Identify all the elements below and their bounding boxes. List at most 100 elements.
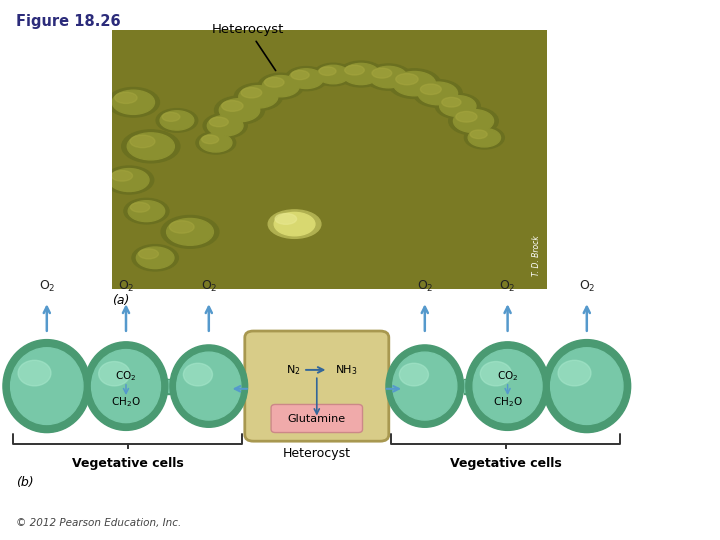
Ellipse shape (169, 221, 194, 233)
Ellipse shape (128, 201, 165, 221)
Ellipse shape (372, 68, 392, 78)
Ellipse shape (207, 116, 243, 136)
Ellipse shape (319, 67, 336, 76)
Text: O$_2$: O$_2$ (416, 279, 433, 294)
Ellipse shape (470, 130, 487, 139)
Ellipse shape (124, 198, 169, 224)
Ellipse shape (166, 219, 213, 245)
Ellipse shape (160, 111, 194, 130)
Text: Heterocyst: Heterocyst (283, 447, 351, 460)
Ellipse shape (222, 100, 243, 111)
Ellipse shape (202, 135, 219, 144)
Text: CO$_2$: CO$_2$ (115, 369, 137, 383)
Ellipse shape (468, 129, 500, 147)
Ellipse shape (338, 61, 384, 87)
Ellipse shape (275, 213, 297, 224)
Text: Figure 18.26: Figure 18.26 (16, 14, 120, 29)
Ellipse shape (370, 66, 408, 88)
Ellipse shape (258, 73, 304, 99)
Ellipse shape (386, 345, 464, 427)
Ellipse shape (184, 363, 212, 386)
Ellipse shape (442, 97, 461, 107)
Ellipse shape (203, 113, 247, 138)
Ellipse shape (436, 93, 480, 119)
Ellipse shape (365, 64, 412, 90)
Ellipse shape (104, 166, 154, 194)
Ellipse shape (114, 92, 137, 104)
Ellipse shape (196, 132, 235, 154)
Text: (a): (a) (112, 294, 129, 307)
Text: CH$_2$O: CH$_2$O (492, 395, 523, 409)
Ellipse shape (413, 79, 462, 107)
Bar (464, 380, 469, 392)
Bar (251, 379, 253, 394)
Ellipse shape (480, 361, 512, 386)
Ellipse shape (420, 84, 441, 94)
Ellipse shape (396, 73, 418, 85)
Ellipse shape (130, 202, 150, 212)
Ellipse shape (18, 360, 51, 386)
Ellipse shape (456, 111, 477, 122)
Ellipse shape (291, 70, 309, 79)
Ellipse shape (543, 340, 631, 433)
Ellipse shape (558, 360, 591, 386)
Bar (82, 379, 91, 394)
Ellipse shape (313, 63, 353, 86)
Ellipse shape (345, 65, 364, 75)
Text: Vegetative cells: Vegetative cells (72, 457, 184, 470)
Ellipse shape (440, 96, 476, 117)
Ellipse shape (449, 107, 498, 135)
Ellipse shape (268, 210, 321, 238)
Ellipse shape (99, 361, 130, 386)
Bar (251, 380, 253, 392)
Ellipse shape (132, 245, 179, 271)
Ellipse shape (112, 171, 132, 181)
Ellipse shape (239, 86, 278, 108)
Bar (381, 380, 382, 392)
Text: © 2012 Pearson Education, Inc.: © 2012 Pearson Education, Inc. (16, 518, 181, 528)
Ellipse shape (393, 71, 436, 96)
Ellipse shape (109, 168, 149, 192)
Ellipse shape (122, 130, 180, 163)
Ellipse shape (464, 126, 504, 149)
Text: CO$_2$: CO$_2$ (497, 369, 518, 383)
Ellipse shape (162, 112, 180, 122)
Text: (b): (b) (16, 476, 33, 489)
Ellipse shape (130, 135, 155, 147)
Text: O$_2$: O$_2$ (499, 279, 516, 294)
Ellipse shape (466, 342, 549, 430)
Bar (165, 380, 170, 392)
Bar (543, 380, 552, 392)
Text: NH$_3$: NH$_3$ (335, 363, 357, 377)
Ellipse shape (220, 99, 260, 122)
Ellipse shape (289, 69, 323, 89)
Ellipse shape (551, 348, 623, 424)
Text: Glutamine: Glutamine (288, 414, 346, 423)
Text: O$_2$: O$_2$ (117, 279, 135, 294)
Ellipse shape (176, 352, 241, 420)
Ellipse shape (262, 76, 300, 97)
Ellipse shape (91, 349, 161, 423)
Ellipse shape (234, 83, 282, 111)
Bar (82, 380, 91, 392)
Ellipse shape (392, 352, 457, 420)
Ellipse shape (215, 96, 264, 124)
Ellipse shape (138, 249, 158, 259)
Ellipse shape (136, 247, 174, 268)
Bar (543, 379, 552, 394)
Bar (464, 379, 469, 394)
Ellipse shape (170, 345, 248, 427)
Ellipse shape (388, 69, 441, 98)
Ellipse shape (400, 363, 428, 386)
Ellipse shape (473, 349, 542, 423)
Text: O$_2$: O$_2$ (38, 279, 55, 294)
Ellipse shape (343, 63, 379, 85)
Ellipse shape (285, 66, 328, 91)
FancyBboxPatch shape (245, 331, 389, 441)
Ellipse shape (274, 212, 315, 236)
Ellipse shape (264, 77, 284, 87)
Ellipse shape (107, 87, 159, 117)
Text: Heterocyst: Heterocyst (212, 23, 284, 71)
Bar (381, 379, 382, 394)
Ellipse shape (3, 340, 91, 433)
